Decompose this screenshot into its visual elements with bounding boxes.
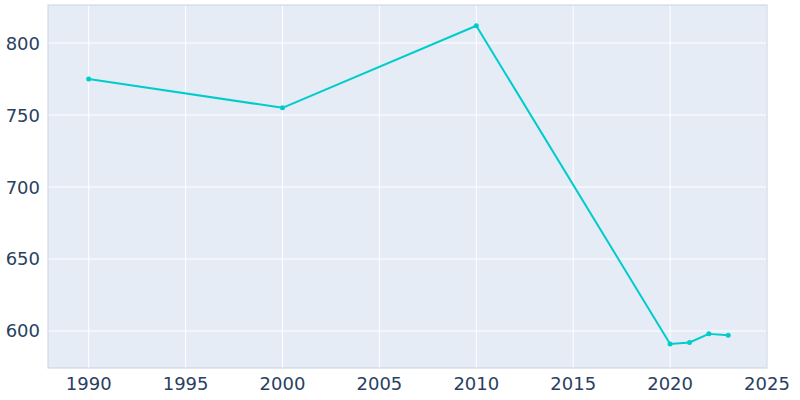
y-tick-label: 650 <box>6 248 40 269</box>
y-grid-line <box>48 258 767 259</box>
x-grid-line <box>88 5 89 368</box>
y-grid-line <box>48 43 767 44</box>
data-line <box>89 26 729 344</box>
data-point <box>706 331 711 336</box>
x-tick-label: 2025 <box>744 373 790 394</box>
y-tick-label: 700 <box>6 177 40 198</box>
y-grid-line <box>48 187 767 188</box>
x-grid-line <box>282 5 283 368</box>
x-tick-label: 2010 <box>453 373 499 394</box>
x-tick-label: 2020 <box>647 373 693 394</box>
x-grid-line <box>379 5 380 368</box>
data-point <box>280 105 285 110</box>
x-grid-line <box>476 5 477 368</box>
data-point <box>668 341 673 346</box>
data-point <box>726 333 731 338</box>
y-tick-label: 750 <box>6 105 40 126</box>
x-grid-line <box>670 5 671 368</box>
x-tick-label: 1995 <box>163 373 209 394</box>
x-tick-label: 2000 <box>260 373 306 394</box>
data-group <box>86 23 731 346</box>
data-point <box>474 23 479 28</box>
data-point <box>86 77 91 82</box>
x-tick-label: 2015 <box>550 373 596 394</box>
chart: 600 650 700 750 800 1990 1995 2000 2005 2010 2015 2… <box>0 0 800 400</box>
plot-frame <box>48 5 767 368</box>
chart-container: 600 650 700 750 800 1990 1995 2000 2005 2010 2015 2… <box>0 0 800 400</box>
y-grid-line <box>48 115 767 116</box>
plot-background <box>48 5 767 368</box>
data-point <box>687 340 692 345</box>
y-tick-label: 800 <box>6 33 40 54</box>
y-grid-line <box>48 330 767 331</box>
x-tick-label: 2005 <box>356 373 402 394</box>
y-tick-label: 600 <box>6 320 40 341</box>
x-grid-line <box>185 5 186 368</box>
x-tick-label: 1990 <box>66 373 112 394</box>
